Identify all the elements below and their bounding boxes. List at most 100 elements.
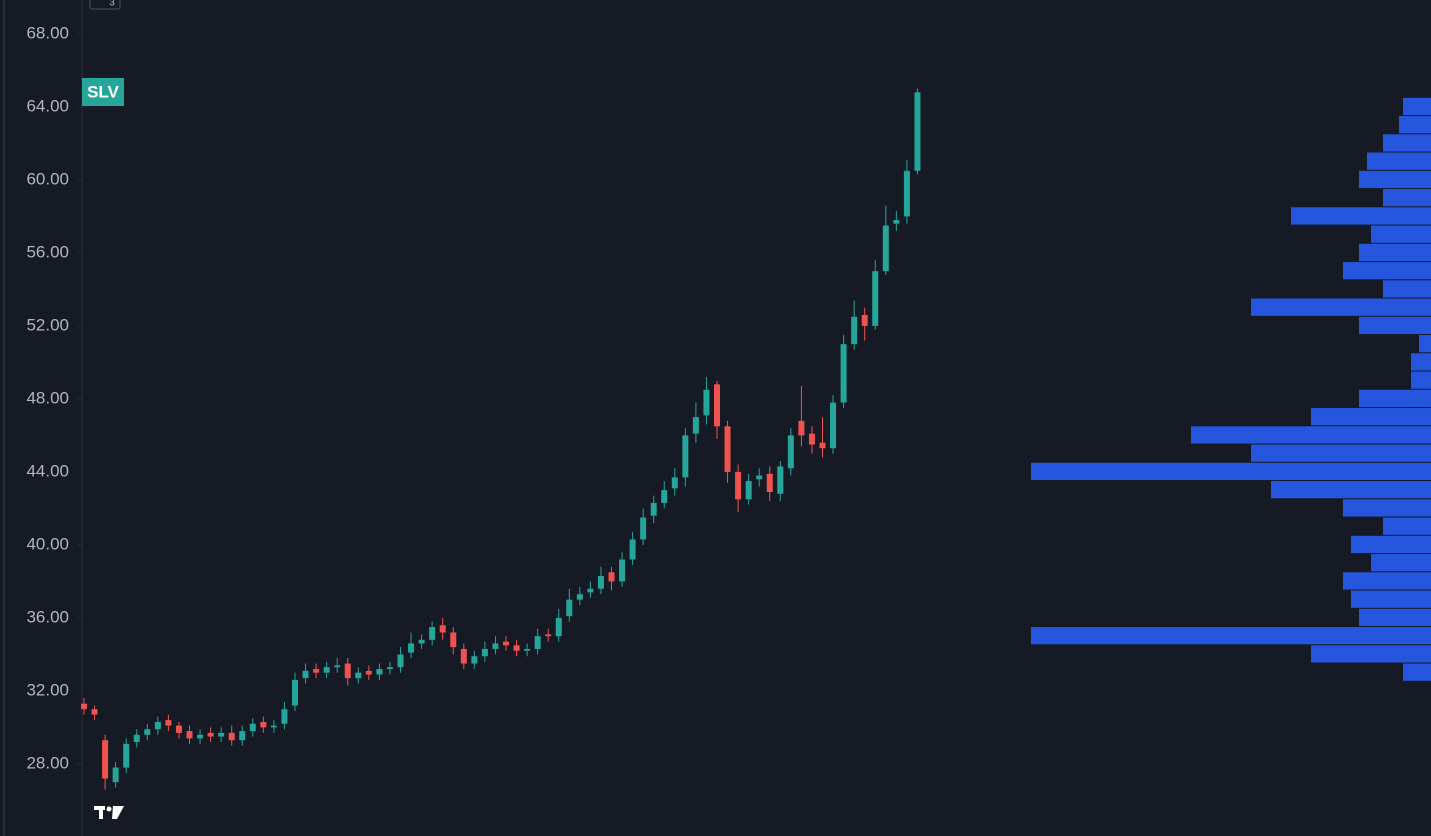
- y-tick-label: 44.00: [26, 461, 69, 480]
- candle-body: [313, 669, 320, 673]
- profile-bar: [1371, 554, 1431, 572]
- candle-body: [576, 594, 583, 600]
- candle-body: [830, 402, 837, 449]
- candle-body: [323, 667, 330, 673]
- candle-body: [851, 316, 858, 345]
- indicator-count: 3: [109, 0, 115, 9]
- candle-body: [671, 477, 678, 489]
- candle-body: [439, 625, 446, 633]
- candle-body: [766, 473, 773, 493]
- candle-body: [481, 648, 488, 657]
- indicator-badge[interactable]: 3: [89, 0, 121, 10]
- candle-body: [608, 572, 615, 582]
- candle-body: [914, 92, 921, 171]
- candle-body: [724, 426, 731, 472]
- symbol-badge: SLV: [82, 78, 124, 106]
- candle-body: [777, 466, 784, 494]
- candle-body: [207, 732, 214, 737]
- candle-body: [566, 599, 573, 617]
- y-tick-label: 52.00: [26, 315, 69, 334]
- candle-body: [81, 703, 87, 710]
- y-tick-label: 64.00: [26, 96, 69, 115]
- y-tick-label: 40.00: [26, 534, 69, 553]
- candle-body: [133, 734, 140, 743]
- candle-body: [534, 636, 541, 649]
- candle-body: [798, 420, 805, 436]
- candle-body: [386, 667, 393, 670]
- candle-body: [872, 271, 879, 326]
- profile-bar: [1383, 189, 1431, 207]
- candle-body: [650, 502, 657, 516]
- logo-part: [112, 806, 124, 819]
- candle-body: [91, 709, 98, 715]
- candle-body: [397, 654, 404, 668]
- candle-body: [302, 670, 309, 679]
- profile-bar: [1411, 371, 1431, 389]
- candle-body: [218, 732, 225, 737]
- profile-bar: [1351, 590, 1431, 608]
- candle-body: [228, 732, 235, 741]
- profile-bar: [1291, 207, 1431, 225]
- profile-bar: [1031, 627, 1431, 645]
- profile-bar: [1403, 97, 1431, 116]
- symbol-label: SLV: [87, 82, 119, 101]
- y-tick-label: 36.00: [26, 607, 69, 626]
- candle-body: [292, 679, 298, 706]
- profile-bar: [1359, 170, 1431, 189]
- y-axis: 28.00 32.00 36.00 40.00 44.00 48.00 52.00 56.00…: [26, 23, 82, 772]
- candle-body: [471, 656, 478, 664]
- candle-body: [123, 743, 130, 768]
- candle-body: [819, 442, 826, 449]
- candle-body: [629, 539, 636, 560]
- profile-bar: [1191, 426, 1431, 444]
- candle-body: [376, 669, 383, 675]
- profile-bar: [1383, 517, 1431, 535]
- candle-body: [587, 588, 594, 593]
- profile-bar: [1371, 225, 1431, 243]
- candle-body: [154, 721, 161, 730]
- candle-body: [186, 731, 193, 739]
- candle-body: [745, 481, 752, 500]
- candle-body: [492, 643, 499, 649]
- volume-profile: [1031, 97, 1431, 681]
- profile-bar: [1343, 262, 1431, 280]
- candle-body: [197, 734, 204, 739]
- candle-body: [460, 648, 467, 664]
- candles: [81, 88, 921, 790]
- profile-bar: [1411, 353, 1431, 371]
- profile-bar: [1351, 535, 1431, 554]
- candle-body: [418, 639, 425, 644]
- candle-body: [450, 632, 457, 648]
- candle-body: [175, 725, 182, 733]
- candle-body: [787, 435, 794, 469]
- candle-body: [756, 475, 763, 480]
- profile-bar: [1343, 572, 1431, 590]
- candle-body: [893, 220, 900, 224]
- candle-body: [408, 643, 415, 653]
- y-tick-label: 48.00: [26, 388, 69, 407]
- candle-body: [270, 725, 277, 728]
- candle-body: [545, 634, 552, 637]
- candle-body: [714, 384, 720, 427]
- candle-body: [840, 344, 847, 403]
- candle-body: [524, 648, 531, 651]
- profile-bar: [1419, 335, 1431, 353]
- candle-body: [260, 721, 267, 728]
- candle-body: [903, 170, 910, 217]
- candle-body: [513, 645, 520, 651]
- candle-body: [555, 617, 562, 637]
- candle-body: [619, 559, 626, 582]
- y-tick-label: 32.00: [26, 680, 69, 699]
- profile-bar: [1031, 462, 1431, 481]
- profile-bar: [1251, 444, 1431, 462]
- profile-bar: [1359, 608, 1431, 627]
- candle-body: [102, 740, 109, 779]
- y-tick-label: 28.00: [26, 753, 69, 772]
- candle-body: [682, 435, 689, 478]
- profile-bar: [1399, 116, 1431, 134]
- profile-bar: [1367, 152, 1431, 170]
- candle-body: [861, 314, 868, 326]
- candle-body: [144, 729, 151, 735]
- candle-body: [640, 517, 647, 540]
- candle-body: [334, 665, 341, 668]
